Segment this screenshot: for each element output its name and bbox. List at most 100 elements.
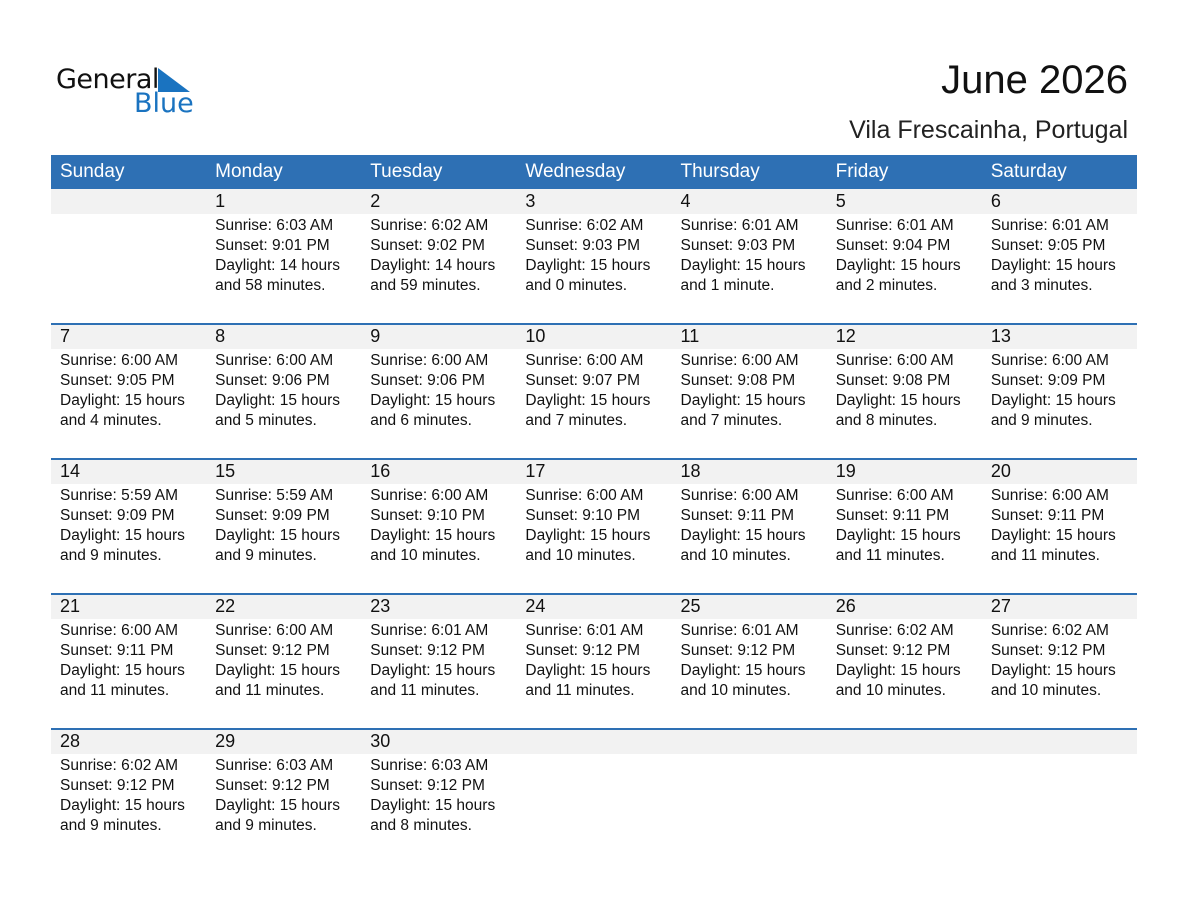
sunset-text: Sunset: 9:10 PM [525,507,640,524]
day-number: 5 [835,191,846,211]
day-cell: 20 Sunrise: 6:00 AM Sunset: 9:11 PM Dayligh… [982,459,1137,594]
day-details: Sunrise: 6:00 AM Sunset: 9:12 PM Daylight:… [215,621,340,701]
sunrise-text: Sunrise: 6:00 AM [525,487,644,504]
day-number: 19 [835,461,856,481]
day-number: 7 [60,326,71,346]
day-number: 15 [215,461,236,481]
sunrise-text: Sunrise: 6:03 AM [215,217,334,234]
daylight2-text: and 10 minutes. [525,547,636,564]
sunset-text: Sunset: 9:04 PM [835,237,951,254]
day-number-strip [51,729,1137,754]
daylight2-text: and 11 minutes. [835,547,945,564]
day-details: Sunrise: 6:00 AM Sunset: 9:11 PM Daylight:… [60,621,185,701]
daylight2-text: and 1 minute. [680,277,775,294]
day-cell: 22 Sunrise: 6:00 AM Sunset: 9:12 PM Dayligh… [206,594,361,729]
page-title: June 2026 [941,58,1128,102]
daylight2-text: and 9 minutes. [60,817,162,834]
week-divider [51,458,1137,460]
daylight1-text: Daylight: 15 hours [680,257,806,274]
daylight2-text: and 11 minutes. [370,682,480,699]
sunrise-text: Sunrise: 6:00 AM [680,487,799,504]
day-number: 9 [370,326,381,346]
day-details: Sunrise: 6:00 AM Sunset: 9:08 PM Daylight:… [681,351,806,431]
sunset-text: Sunset: 9:05 PM [990,237,1106,254]
day-number: 28 [60,731,81,751]
day-cell: 7 Sunrise: 6:00 AM Sunset: 9:05 PM Daylight… [51,324,206,459]
daylight2-text: and 7 minutes. [525,412,628,429]
sunrise-text: Sunrise: 6:00 AM [990,352,1109,369]
weekday-thursday: Thursday [680,161,760,182]
daylight1-text: Daylight: 15 hours [835,662,961,679]
day-number: 1 [215,191,226,211]
daylight1-text: Daylight: 15 hours [370,662,496,679]
day-details: Sunrise: 6:00 AM Sunset: 9:11 PM Daylight:… [991,486,1116,566]
sunset-text: Sunset: 9:10 PM [370,507,485,524]
weekday-saturday: Saturday [990,161,1067,182]
day-details: Sunrise: 6:00 AM Sunset: 9:06 PM Daylight:… [215,351,340,431]
sunrise-text: Sunrise: 6:02 AM [525,217,644,234]
sunset-text: Sunset: 9:03 PM [525,237,640,254]
daylight1-text: Daylight: 15 hours [60,797,185,814]
day-details: Sunrise: 6:02 AM Sunset: 9:12 PM Daylight:… [60,756,185,836]
sunset-text: Sunset: 9:12 PM [370,777,485,794]
daylight1-text: Daylight: 15 hours [215,392,341,409]
daylight2-text: and 11 minutes. [525,682,635,699]
day-cell: 4 Sunrise: 6:01 AM Sunset: 9:03 PM Daylight… [672,189,827,324]
daylight1-text: Daylight: 15 hours [990,257,1116,274]
day-number: 24 [525,596,546,616]
sunset-text: Sunset: 9:11 PM [680,507,794,524]
sunset-text: Sunset: 9:12 PM [370,642,485,659]
day-cell: 18 Sunrise: 6:00 AM Sunset: 9:11 PM Dayligh… [672,459,827,594]
day-cell: 17 Sunrise: 6:00 AM Sunset: 9:10 PM Dayligh… [516,459,671,594]
daylight2-text: and 9 minutes. [60,547,162,564]
day-details: Sunrise: 6:02 AM Sunset: 9:02 PM Daylight:… [370,216,495,296]
day-cell: 30 Sunrise: 6:03 AM Sunset: 9:12 PM Dayligh… [361,729,516,864]
day-number: 23 [370,596,391,616]
day-number: 17 [525,461,546,481]
sunrise-text: Sunrise: 6:03 AM [370,757,489,774]
daylight2-text: and 58 minutes. [215,277,326,294]
day-details: Sunrise: 6:00 AM Sunset: 9:08 PM Daylight:… [836,351,961,431]
daylight1-text: Daylight: 15 hours [525,662,651,679]
daylight2-text: and 9 minutes. [990,412,1093,429]
daylight2-text: and 59 minutes. [370,277,481,294]
week-row: 14 Sunrise: 5:59 AM Sunset: 9:09 PM Dayligh… [51,458,1137,594]
sunset-text: Sunset: 9:01 PM [215,237,330,254]
sunset-text: Sunset: 9:12 PM [525,642,640,659]
day-number-strip [51,324,1137,349]
day-number: 22 [215,596,236,616]
daylight2-text: and 6 minutes. [370,412,472,429]
daylight1-text: Daylight: 14 hours [215,257,341,274]
daylight2-text: and 2 minutes. [835,277,938,294]
day-number: 10 [525,326,546,346]
day-details: Sunrise: 6:00 AM Sunset: 9:11 PM Daylight:… [681,486,806,566]
daylight1-text: Daylight: 15 hours [60,662,185,679]
day-details: Sunrise: 6:01 AM Sunset: 9:03 PM Daylight:… [681,216,806,296]
sunrise-text: Sunrise: 6:01 AM [990,217,1109,234]
day-details: Sunrise: 6:00 AM Sunset: 9:10 PM Daylight:… [525,486,650,566]
daylight1-text: Daylight: 15 hours [60,527,185,544]
day-details: Sunrise: 6:00 AM Sunset: 9:11 PM Daylight:… [836,486,961,566]
day-details: Sunrise: 6:02 AM Sunset: 9:12 PM Daylight:… [836,621,961,701]
day-cell: 14 Sunrise: 5:59 AM Sunset: 9:09 PM Dayligh… [51,459,206,594]
day-details: Sunrise: 6:00 AM Sunset: 9:05 PM Daylight:… [60,351,185,431]
logo-triangle-icon [158,68,190,92]
day-details: Sunrise: 6:03 AM Sunset: 9:12 PM Daylight:… [370,756,495,836]
daylight2-text: and 8 minutes. [370,817,472,834]
location: Vila Frescainha, Portugal [849,116,1128,144]
sunset-text: Sunset: 9:12 PM [215,777,330,794]
sunset-text: Sunset: 9:09 PM [60,507,175,524]
sunrise-text: Sunrise: 6:00 AM [60,622,179,639]
sunset-text: Sunset: 9:08 PM [680,372,796,389]
day-cell: 28 Sunrise: 6:02 AM Sunset: 9:12 PM Dayligh… [51,729,206,864]
day-cell: 11 Sunrise: 6:00 AM Sunset: 9:08 PM Dayligh… [672,324,827,459]
week-divider [51,728,1137,730]
daylight2-text: and 5 minutes. [215,412,317,429]
weekday-header: Sunday Monday Tuesday Wednesday Thursday Frid… [51,155,1137,189]
sunrise-text: Sunrise: 6:00 AM [370,487,489,504]
day-details: Sunrise: 6:03 AM Sunset: 9:12 PM Daylight:… [215,756,340,836]
weekday-monday: Monday [215,161,283,182]
daylight1-text: Daylight: 15 hours [215,797,341,814]
sunrise-text: Sunrise: 6:03 AM [215,757,334,774]
day-cell: 29 Sunrise: 6:03 AM Sunset: 9:12 PM Dayligh… [206,729,361,864]
